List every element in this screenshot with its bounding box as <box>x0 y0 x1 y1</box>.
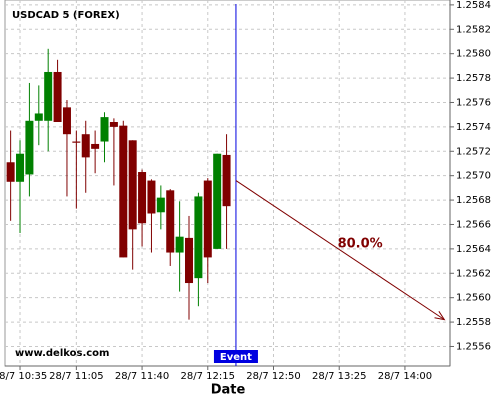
x-tick-label: 28/7 12:15 <box>181 371 235 382</box>
candle-body <box>175 236 184 253</box>
chart-title: USDCAD 5 (FOREX) <box>12 10 120 21</box>
candle-body <box>6 162 15 182</box>
candle-body <box>100 117 109 142</box>
y-tick-label: 1.2562 <box>456 268 491 279</box>
candle-body <box>53 71 62 122</box>
candle-body <box>128 140 137 230</box>
candle-body <box>34 113 43 121</box>
x-axis-label: Date <box>211 383 246 398</box>
candle-body <box>194 196 203 279</box>
candle-body <box>147 180 156 214</box>
candle-body <box>81 134 90 158</box>
event-label-box <box>213 350 258 363</box>
x-tick-label: 28/7 11:05 <box>49 371 103 382</box>
candle-body <box>91 143 100 149</box>
y-tick-label: 1.2558 <box>456 317 491 328</box>
candle-body <box>166 190 175 253</box>
x-tick-label: 28/7 10:35 <box>0 371 47 382</box>
forecast-label: 80.0% <box>338 237 383 252</box>
candle-body <box>109 122 118 127</box>
candle-body <box>44 71 53 121</box>
y-tick-label: 1.2566 <box>456 219 491 230</box>
candle-body <box>185 237 194 284</box>
candle-body <box>72 141 81 143</box>
event-label: Event <box>220 352 252 363</box>
forecast-arrow <box>235 180 445 321</box>
candle-body <box>119 125 128 258</box>
y-tick-label: 1.2576 <box>456 97 491 108</box>
y-tick-label: 1.2582 <box>456 24 491 35</box>
candle-body <box>222 154 231 207</box>
candle-body <box>156 197 165 213</box>
arrow-head <box>434 311 446 321</box>
candle-body <box>213 153 222 249</box>
watermark: www.delkos.com <box>15 348 109 359</box>
y-tick-label: 1.2556 <box>456 341 491 352</box>
y-tick-label: 1.2578 <box>456 73 491 84</box>
candle-body <box>203 180 212 258</box>
y-tick-label: 1.2568 <box>456 195 491 206</box>
y-tick-label: 1.2570 <box>456 171 491 182</box>
x-tick-label: 28/7 14:00 <box>378 371 432 382</box>
y-tick-label: 1.2564 <box>456 244 491 255</box>
y-tick-label: 1.2580 <box>456 49 491 60</box>
y-tick-label: 1.2574 <box>456 122 491 133</box>
candle-body <box>16 153 25 182</box>
y-tick-label: 1.2572 <box>456 146 491 157</box>
y-tick-label: 1.2584 <box>456 0 491 11</box>
x-tick-label: 28/7 12:50 <box>246 371 300 382</box>
x-tick-label: 28/7 11:40 <box>115 371 169 382</box>
candle-body <box>25 120 34 175</box>
candle-body <box>138 172 147 224</box>
y-tick-label: 1.2560 <box>456 293 491 304</box>
x-tick-label: 28/7 13:25 <box>312 371 366 382</box>
candle-body <box>62 107 71 135</box>
